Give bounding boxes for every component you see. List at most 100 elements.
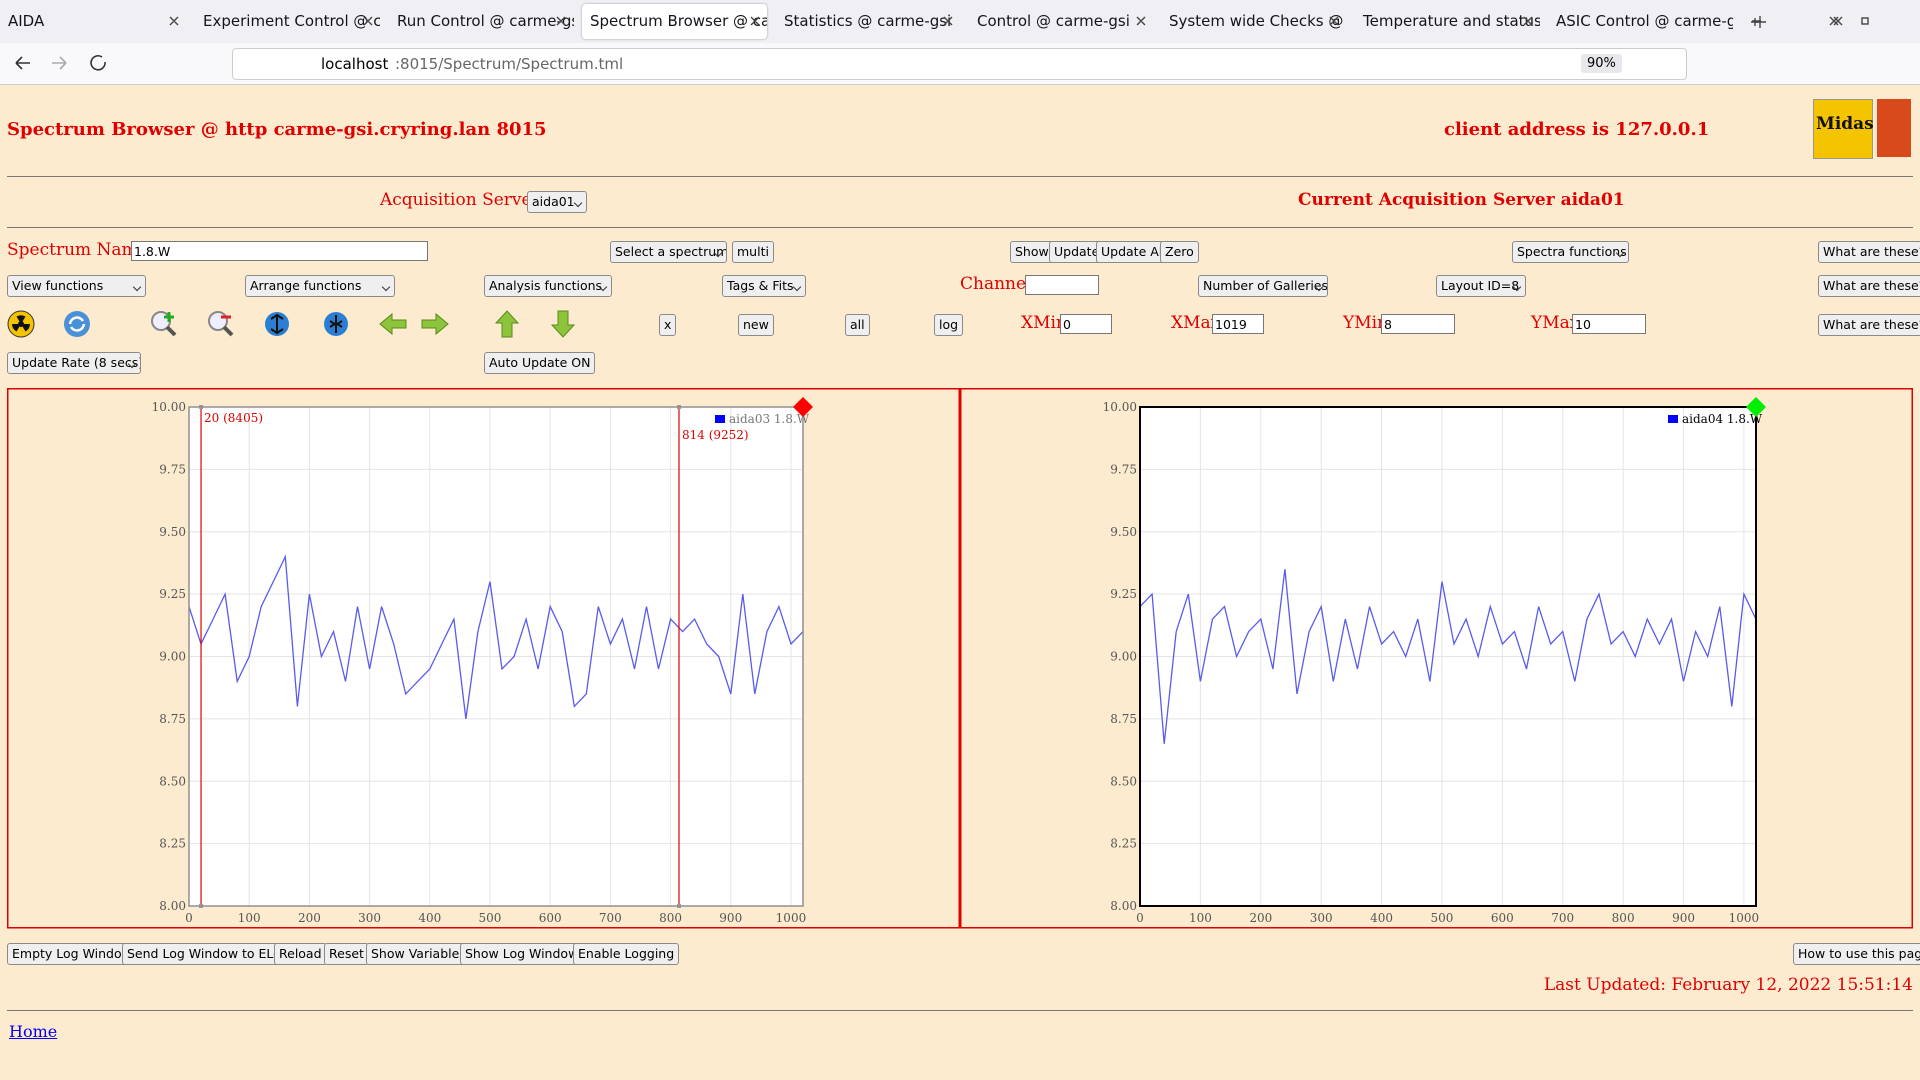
zoom-out-icon[interactable] [208,311,234,337]
log-button[interactable]: log [934,314,964,336]
y-tick-label: 9.25 [1110,587,1137,601]
panel-border [7,388,960,929]
y-tick-label: 9.75 [159,462,186,476]
x-tick-label: 0 [185,911,193,925]
tab[interactable]: Temperature and status [1363,12,1540,30]
legend-swatch [715,415,725,423]
spectra-functions[interactable]: Spectra functions [1512,241,1629,263]
channel-input[interactable] [1025,275,1099,295]
show-button[interactable]: Show [1010,241,1054,263]
auto-update-button[interactable]: Auto Update ON [484,352,596,374]
channel-label: Channel: [960,274,1038,294]
help-button[interactable]: What are these? [1818,241,1920,263]
data-line [1140,569,1756,744]
new-button[interactable]: new [738,314,774,336]
zoom-in-icon[interactable] [151,311,177,337]
expand-icon[interactable] [265,312,289,336]
ymin-input[interactable] [1381,314,1455,334]
y-tick-label: 8.00 [159,899,186,913]
x-tick-label: 500 [1431,911,1454,925]
tab[interactable]: Experiment Control @ ca [203,12,380,30]
x-tick-label: 100 [238,911,261,925]
variables-button[interactable]: Show Variables [366,943,471,965]
down-arrow-icon[interactable] [550,310,576,338]
y-tick-label: 8.50 [1110,774,1137,788]
multi-button[interactable]: multi [732,241,774,263]
left-arrow-icon[interactable] [379,312,407,336]
help-button[interactable]: What are these? [1818,314,1920,336]
logo-text: Midas [1816,114,1874,134]
zero-button[interactable]: Zero [1160,241,1199,263]
update-button[interactable]: Update [1049,241,1105,263]
reset-button[interactable]: Reset [324,943,369,965]
x-tick-label: 300 [1310,911,1333,925]
plot-frame [1139,406,1757,907]
tab[interactable]: ASIC Control @ carme-g [1556,12,1733,30]
y-tick-label: 9.25 [159,587,186,601]
ymax-input[interactable] [1572,314,1646,334]
y-tick-label: 8.75 [1110,712,1137,726]
y-tick-label: 9.50 [159,525,186,539]
how-to-button[interactable]: How to use this page [1793,943,1920,965]
current-server: Current Acquisition Server aida01 [1298,190,1625,210]
reload[interactable] [90,54,106,71]
xmin-input[interactable] [1060,314,1112,334]
charts: 8.00 8.25 8.50 8.75 9.00 9.25 9.50 9.75 10.00 0 10… [7,388,1913,929]
analysis-functions[interactable]: Analysis functions [484,275,612,297]
reload-button[interactable]: Reload [274,943,327,965]
forward[interactable] [52,56,67,70]
x-tick-label: 0 [1136,911,1144,925]
all-button[interactable]: all [845,314,870,336]
y-tick-label: 8.25 [159,837,186,851]
view-functions[interactable]: View functions [7,275,146,297]
tags-fits[interactable]: Tags & Fits [722,275,806,297]
refresh-icon[interactable] [64,311,90,337]
tab[interactable]: Run Control @ carme-gs [397,12,574,30]
layout-select[interactable]: Layout ID=8 [1436,275,1526,297]
right-arrow-icon[interactable] [421,312,449,336]
ymax-label: YMax [1531,313,1580,333]
status-diamond [793,397,813,417]
servers-label: Acquisition Servers [380,190,549,210]
tab[interactable]: Spectrum Browser @ ca [582,4,767,39]
update-rate[interactable]: Update Rate (8 secs) [7,352,141,374]
log-button[interactable]: Show Log Window [460,943,584,965]
x-button[interactable]: x [659,314,677,336]
url-host: localhost [321,55,389,73]
back[interactable] [15,56,30,70]
x-tick-label: 300 [358,911,381,925]
rule [7,176,1913,177]
x-tick-label: 400 [1370,911,1393,925]
y-tick-label: 9.00 [159,650,186,664]
x-tick-label: 600 [1491,911,1514,925]
arrange-functions[interactable]: Arrange functions [245,275,395,297]
radiation-icon[interactable] [7,310,35,338]
up-arrow-icon[interactable] [494,310,520,338]
compress-icon[interactable] [324,312,348,336]
help-button[interactable]: What are these? [1818,275,1920,297]
x-tick-label: 900 [1672,911,1695,925]
tab[interactable]: AIDA [8,12,45,30]
xmax-input[interactable] [1212,314,1264,334]
rule [7,1010,1913,1011]
zoom[interactable]: 90% [1581,54,1622,73]
log-button[interactable]: Empty Log Window [7,943,137,965]
y-tick-label: 8.50 [159,774,186,788]
log-button[interactable]: Send Log Window to ELog [122,943,294,965]
tab[interactable]: Statistics @ carme-gsi [784,12,952,30]
y-tick-label: 9.50 [1110,525,1137,539]
url-bar[interactable]: localhost :8015/Spectrum/Spectrum.tml 90… [232,48,1687,80]
xmin-label: XMin [1021,313,1067,333]
logging-button[interactable]: Enable Logging [573,943,680,965]
legend-label: aida04 1.8.W [1682,412,1763,426]
server-select[interactable]: aida01 [527,191,587,213]
tab[interactable]: Control @ carme-gsi [977,12,1130,30]
tab[interactable]: System wide Checks @ [1169,12,1344,30]
select-spectrum[interactable]: Select a spectrum [610,241,727,263]
plot-frame [188,406,804,907]
update-all-button[interactable]: Update All [1096,241,1171,263]
number-of-galleries[interactable]: Number of Galleries [1198,275,1328,297]
home-link[interactable]: Home [9,1022,58,1041]
spectrum-name[interactable] [131,241,428,261]
